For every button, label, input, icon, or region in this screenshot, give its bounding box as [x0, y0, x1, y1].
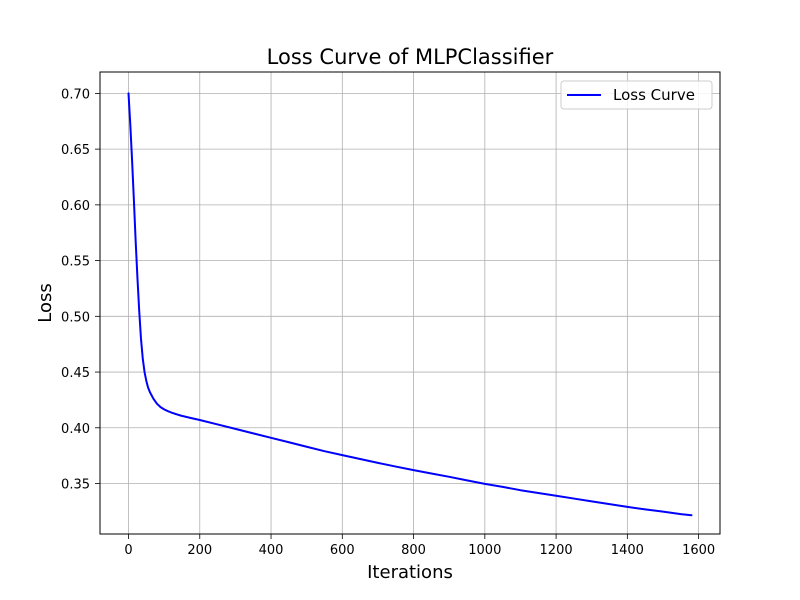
- ticks: 0 200 400 600 800 1000 1200 1400 1600 0.35 0.40 0.4…: [61, 87, 715, 558]
- chart-title: Loss Curve of MLPClassifier: [267, 45, 554, 69]
- y-tick-label: 0.40: [61, 422, 90, 437]
- x-tick-label: 0: [124, 543, 132, 558]
- y-tick-label: 0.65: [61, 143, 90, 158]
- y-tick-label: 0.70: [61, 87, 90, 102]
- series-line-loss-curve: [127, 92, 693, 517]
- x-tick-label: 800: [401, 543, 426, 558]
- legend-box: [560, 80, 713, 110]
- y-tick-label: 0.60: [61, 199, 90, 214]
- x-tick-label: 1400: [611, 543, 644, 558]
- y-tick-label: 0.55: [61, 255, 90, 270]
- legend-label-loss-curve: Loss Curve: [613, 86, 695, 104]
- y-tick-label: 0.35: [61, 478, 90, 493]
- x-axis-title: Iterations: [367, 562, 453, 583]
- x-tick-label: 1200: [540, 543, 573, 558]
- x-tick-label: 600: [330, 543, 355, 558]
- x-tick-label: 400: [259, 543, 284, 558]
- plot-frame: [99, 71, 721, 535]
- x-tick-label: 1600: [682, 543, 715, 558]
- x-tick-label: 200: [187, 543, 212, 558]
- x-tick-label: 1000: [468, 543, 501, 558]
- grid: [100, 72, 720, 534]
- series-layer: [127, 92, 693, 517]
- y-tick-label: 0.50: [61, 310, 90, 325]
- y-axis-title: Loss: [35, 283, 56, 322]
- y-tick-label: 0.45: [61, 366, 90, 381]
- legend: Loss Curve: [560, 80, 713, 110]
